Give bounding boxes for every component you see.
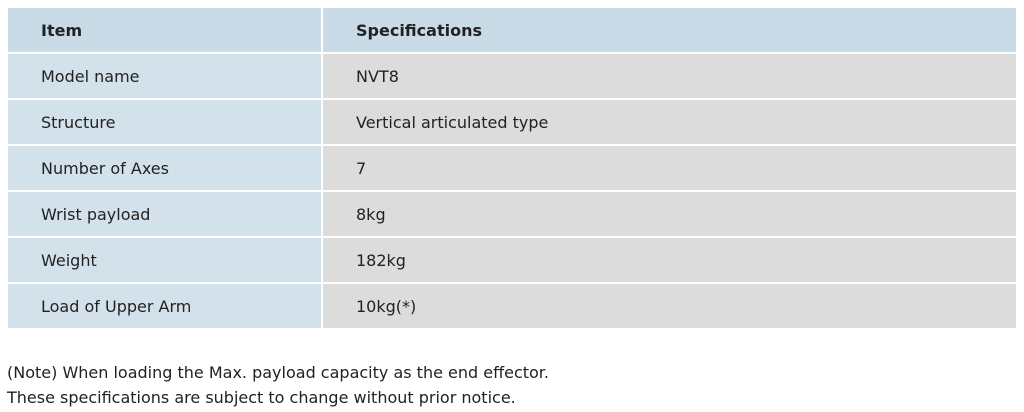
spec-table: Item Specifications Model name NVT8 Structur…: [6, 6, 1018, 330]
row: Load of Upper Arm 10kg(*): [8, 284, 1016, 328]
row: Wrist payload 8kg: [8, 192, 1016, 236]
cell: Structure: [8, 100, 321, 144]
cell: Wrist payload: [8, 192, 321, 236]
note: These specifications are subject to chan…: [7, 388, 516, 407]
cell: 8kg: [323, 192, 1016, 236]
cell: Weight: [8, 238, 321, 282]
cell: 182kg: [323, 238, 1016, 282]
header-row: Item Specifications: [8, 8, 1016, 52]
header-cell: Specifications: [323, 8, 1016, 52]
row: Weight 182kg: [8, 238, 1016, 282]
cell: Vertical articulated type: [323, 100, 1016, 144]
row: Number of Axes 7: [8, 146, 1016, 190]
cell: 7: [323, 146, 1016, 190]
cell: 10kg(*): [323, 284, 1016, 328]
row: Structure Vertical articulated type: [8, 100, 1016, 144]
cell: NVT8: [323, 54, 1016, 98]
cell: Model name: [8, 54, 321, 98]
header-cell: Item: [8, 8, 321, 52]
notes: (Note) When loading the Max. payload cap…: [7, 360, 549, 410]
cell: Load of Upper Arm: [8, 284, 321, 328]
cell: Number of Axes: [8, 146, 321, 190]
row: Model name NVT8: [8, 54, 1016, 98]
note: (Note) When loading the Max. payload cap…: [7, 363, 549, 382]
